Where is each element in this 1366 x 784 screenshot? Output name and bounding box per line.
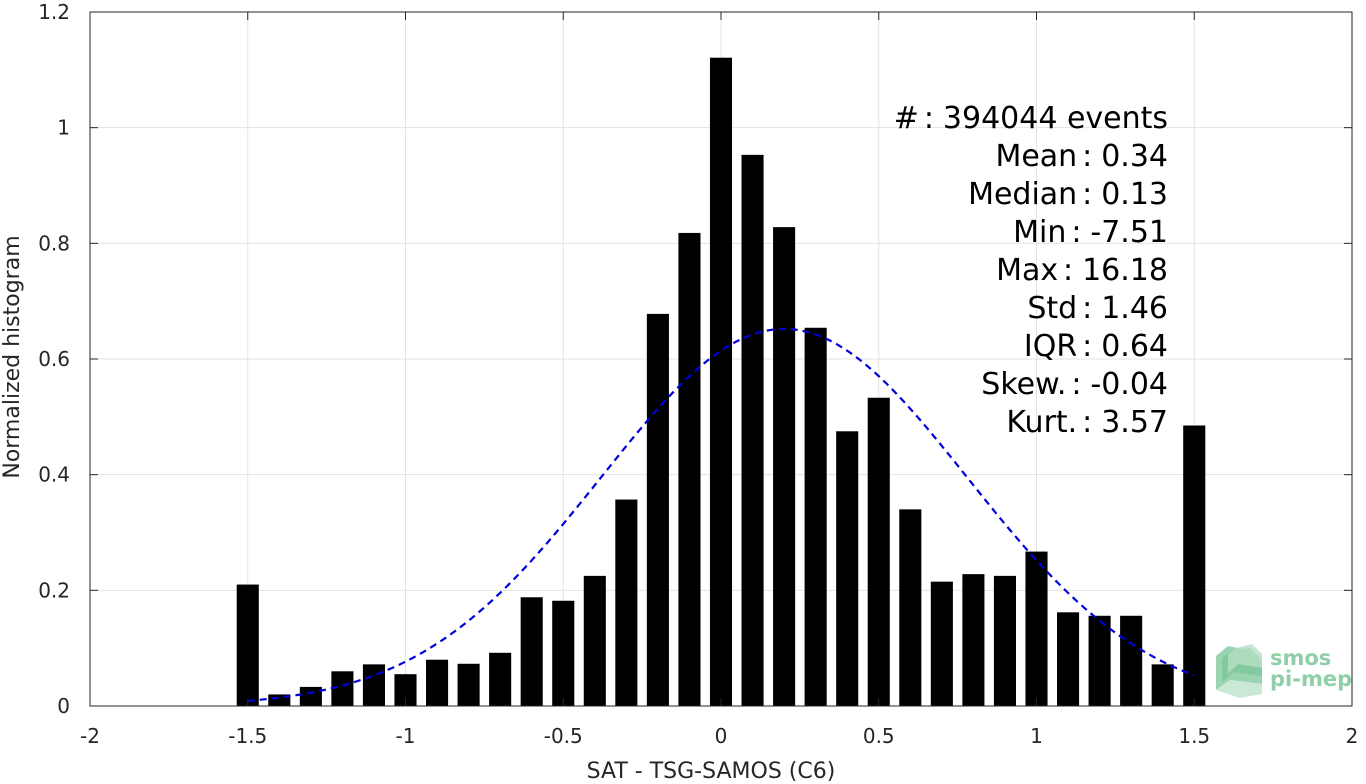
histogram-bar (773, 227, 796, 706)
histogram-bar (930, 581, 953, 706)
stat-label: Std (1027, 291, 1077, 326)
stat-row: Max:16.18 (996, 253, 1168, 288)
histogram-bar (236, 584, 259, 706)
histogram-bar (1057, 612, 1080, 706)
histogram-bar (1120, 615, 1143, 706)
y-tick-label: 0.6 (38, 347, 70, 371)
y-axis-label: Normalized histogram (0, 235, 25, 478)
y-tick-label: 1.2 (38, 0, 70, 24)
stat-separator: : (1082, 329, 1092, 364)
histogram-bar (394, 674, 417, 706)
histogram-bar (741, 154, 764, 706)
histogram-bar (1151, 664, 1174, 706)
x-tick-label: -0.5 (544, 724, 583, 748)
logo-mark-icon (1216, 644, 1262, 698)
x-tick-label: 1.5 (1178, 724, 1210, 748)
histogram-bar (962, 574, 985, 706)
stat-separator: : (1082, 177, 1092, 212)
histogram-bar (552, 600, 575, 706)
stat-value: 1.46 (1101, 291, 1168, 326)
y-tick-label: 0.2 (38, 578, 70, 602)
axis-ticks (89, 11, 1353, 707)
histogram-bar (1183, 425, 1206, 706)
histogram-bar (646, 313, 669, 706)
stat-value: 394044 events (943, 101, 1168, 136)
stat-value: -0.04 (1090, 367, 1168, 402)
histogram-bar (489, 652, 512, 706)
y-tick-label: 0 (57, 694, 70, 718)
stat-row: # :394044 events (894, 101, 1168, 136)
stat-separator: : (1082, 291, 1092, 326)
histogram-bar (362, 664, 385, 706)
x-tick-labels: -2 -1.5 -1 -0.5 0 0.5 1 1.5 2 (80, 724, 1358, 748)
y-tick-label: 0.8 (38, 231, 70, 255)
stat-row: Mean:0.34 (995, 139, 1168, 174)
x-tick-label: -1.5 (228, 724, 267, 748)
stat-separator: : (924, 101, 934, 136)
y-tick-labels: 0 0.2 0.4 0.6 0.8 1 1.2 (38, 0, 70, 718)
stat-value: 0.34 (1101, 139, 1168, 174)
stat-label: # (894, 101, 919, 136)
stat-row: IQR:0.64 (1024, 329, 1168, 364)
histogram-bar (709, 57, 733, 706)
stat-label: Skew. (981, 367, 1066, 402)
histogram-bar (299, 686, 322, 706)
x-tick-label: -1 (396, 724, 416, 748)
smos-pimep-logo: smos pi-mep (1216, 644, 1352, 698)
stat-separator: : (1082, 139, 1092, 174)
stat-separator: : (1071, 367, 1081, 402)
histogram-bar (520, 597, 543, 706)
histogram-bar (678, 232, 701, 706)
stat-label: Median (968, 177, 1077, 212)
stat-value: -7.51 (1090, 215, 1168, 250)
stat-label: Min (1013, 215, 1066, 250)
stat-separator: : (1063, 253, 1073, 288)
stat-value: 16.18 (1082, 253, 1168, 288)
stat-row: Median:0.13 (968, 177, 1168, 212)
stat-label: Max (996, 253, 1058, 288)
logo-text-pimep: pi-mep (1270, 667, 1352, 691)
stat-label: IQR (1024, 329, 1077, 364)
histogram-bar (836, 431, 859, 706)
stat-row: Std:1.46 (1027, 291, 1168, 326)
histogram-bars (236, 57, 1206, 706)
histogram-bar (1025, 551, 1048, 706)
stat-label: Mean (995, 139, 1077, 174)
y-tick-label: 1 (57, 116, 70, 140)
x-tick-label: 0.5 (863, 724, 895, 748)
stat-value: 0.64 (1101, 329, 1168, 364)
histogram-bar (993, 575, 1016, 706)
statistics-panel: # :394044 eventsMean:0.34Median:0.13Min:… (894, 101, 1168, 440)
histogram-bar (1088, 615, 1111, 706)
logo-text-smos: smos (1270, 646, 1331, 670)
stat-row: Kurt.:3.57 (1006, 405, 1168, 440)
histogram-bar (899, 509, 922, 706)
y-tick-label: 0.4 (38, 463, 70, 487)
histogram-bar (457, 663, 480, 706)
stat-separator: : (1082, 405, 1092, 440)
stat-value: 3.57 (1101, 405, 1168, 440)
histogram-bar (268, 694, 291, 706)
x-tick-label: 2 (1346, 724, 1359, 748)
stat-row: Skew.: -0.04 (981, 367, 1168, 402)
x-tick-label: -2 (80, 724, 100, 748)
histogram-bar (426, 659, 449, 706)
x-tick-label: 0 (715, 724, 728, 748)
x-tick-label: 1 (1030, 724, 1043, 748)
histogram-bar (867, 397, 890, 706)
histogram-bar (804, 327, 827, 706)
histogram-bar (615, 499, 638, 706)
stat-value: 0.13 (1101, 177, 1168, 212)
histogram-bar (331, 671, 354, 706)
stat-separator: : (1071, 215, 1081, 250)
histogram-bar (583, 575, 606, 706)
stat-label: Kurt. (1006, 405, 1077, 440)
x-axis-label: SAT - TSG-SAMOS (C6) (587, 759, 836, 784)
stat-row: Min: -7.51 (1013, 215, 1168, 250)
